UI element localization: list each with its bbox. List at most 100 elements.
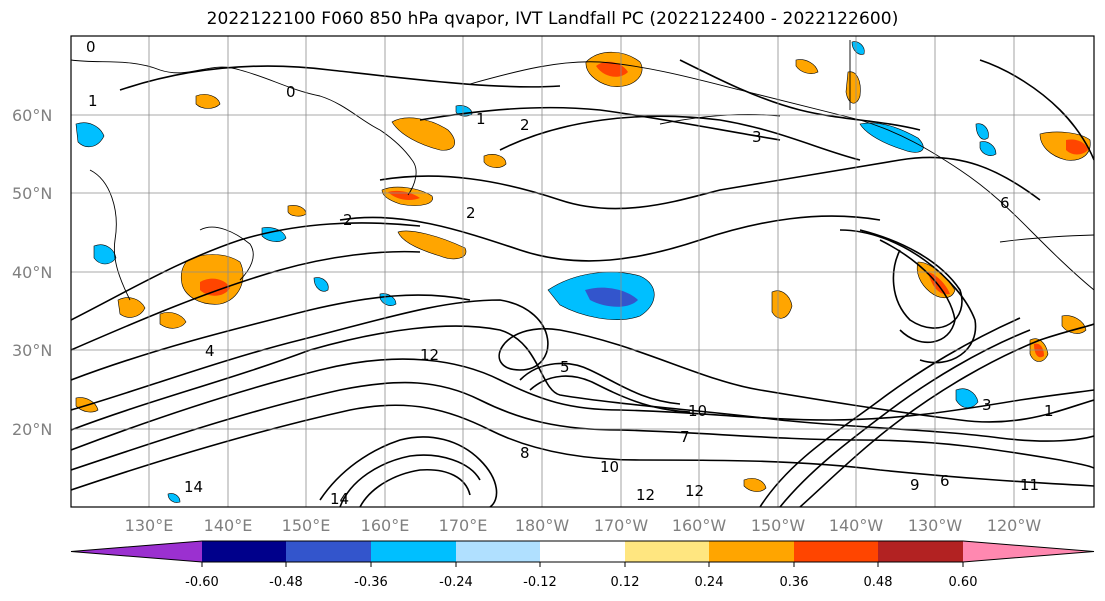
positive-anomaly-shade bbox=[397, 230, 467, 260]
lon-label-150e: 150°E bbox=[282, 516, 331, 535]
coastline-segment bbox=[199, 226, 254, 281]
colorbar-label: 0.48 bbox=[864, 575, 893, 590]
lon-label-120w: 120°W bbox=[987, 516, 1042, 535]
colorbar-cell bbox=[456, 541, 540, 562]
colorbar-cell bbox=[202, 541, 286, 562]
lon-label-170w: 170°W bbox=[594, 516, 649, 535]
coastline-segment bbox=[89, 169, 131, 301]
lon-label-140e: 140°E bbox=[204, 516, 253, 535]
lon-label-180w: 180°W bbox=[515, 516, 570, 535]
negative-anomaly-shade bbox=[167, 493, 181, 503]
map-title: 2022122100 F060 850 hPa qvapor, IVT Land… bbox=[206, 9, 899, 29]
colorbar-extend-low bbox=[71, 541, 202, 562]
negative-anomaly-shade bbox=[93, 244, 117, 265]
coastline-segment bbox=[407, 159, 417, 196]
positive-anomaly-shade bbox=[596, 61, 628, 77]
contour-line bbox=[71, 299, 1094, 423]
contour-label: 3 bbox=[752, 128, 762, 146]
colorbar-cell bbox=[878, 541, 963, 562]
colorbar-label: -0.60 bbox=[185, 575, 219, 590]
contour-line bbox=[71, 294, 471, 381]
contour-line bbox=[339, 215, 881, 262]
contour-label: 4 bbox=[205, 342, 215, 360]
lon-label-170e: 170°E bbox=[439, 516, 488, 535]
contour-line bbox=[319, 436, 498, 507]
coastline-segment bbox=[469, 61, 1094, 291]
positive-anomaly-shade bbox=[1034, 343, 1044, 358]
contour-line bbox=[839, 229, 977, 364]
colorbar-extend-high bbox=[963, 541, 1094, 562]
colorbar: -0.60 -0.48 -0.36 -0.24 -0.12 0.12 0.24 … bbox=[70, 540, 1095, 590]
positive-anomaly-shade bbox=[928, 272, 950, 295]
contour-line bbox=[759, 317, 1021, 507]
positive-anomaly-shade bbox=[771, 290, 793, 319]
colorbar-cell bbox=[625, 541, 709, 562]
lon-label-160e: 160°E bbox=[361, 516, 410, 535]
lon-label-130w: 130°W bbox=[908, 516, 963, 535]
contour-label: 14 bbox=[184, 478, 203, 496]
positive-anomaly-shade bbox=[391, 117, 455, 151]
contour-line bbox=[71, 381, 1094, 471]
contour-label: 6 bbox=[940, 472, 950, 490]
contour-line bbox=[519, 362, 681, 405]
contour-label: 11 bbox=[1020, 476, 1039, 494]
positive-anomaly-shade bbox=[1061, 315, 1087, 334]
contour-label: 2 bbox=[520, 116, 530, 134]
lat-label-40n: 40°N bbox=[12, 263, 52, 282]
contour-label: 14 bbox=[330, 490, 349, 508]
contour-label: 1 bbox=[1044, 402, 1054, 420]
negative-anomaly-shade bbox=[859, 122, 924, 153]
contour-label: 12 bbox=[636, 486, 655, 504]
contour-label: 10 bbox=[600, 458, 619, 476]
contour-line bbox=[499, 115, 861, 161]
contour-line bbox=[119, 65, 561, 91]
lat-label-20n: 20°N bbox=[12, 420, 52, 439]
positive-anomaly-shade bbox=[159, 312, 187, 329]
border-segment bbox=[999, 234, 1094, 243]
contour-line bbox=[799, 323, 1094, 507]
colorbar-label: -0.24 bbox=[439, 575, 473, 590]
contour-label: 6 bbox=[1000, 194, 1010, 212]
contour-label: 2 bbox=[466, 204, 476, 222]
negative-anomaly-shade bbox=[585, 287, 638, 307]
colorbar-cells bbox=[70, 540, 1095, 563]
contour-label: 0 bbox=[286, 83, 296, 101]
contour-line bbox=[859, 229, 963, 329]
contour-line bbox=[339, 454, 481, 507]
colorbar-label: -0.48 bbox=[269, 575, 303, 590]
contour-layer bbox=[71, 59, 1094, 507]
lon-label-140w: 140°W bbox=[829, 516, 884, 535]
positive-anomaly-shade bbox=[795, 59, 819, 74]
negative-anomaly-shade bbox=[955, 388, 979, 409]
lat-label-30n: 30°N bbox=[12, 341, 52, 360]
contour-label: 5 bbox=[560, 358, 570, 376]
coastlines bbox=[71, 40, 1094, 301]
colorbar-ticks bbox=[201, 562, 964, 567]
contour-label: 2 bbox=[343, 211, 353, 229]
contour-label: 12 bbox=[420, 346, 439, 364]
contour-label: 9 bbox=[910, 476, 920, 494]
contour-line bbox=[419, 106, 781, 141]
longitude-labels: 130°E 140°E 150°E 160°E 170°E 180°W 170°… bbox=[125, 516, 1042, 535]
colorbar-label: -0.12 bbox=[523, 575, 557, 590]
contour-label: 1 bbox=[476, 110, 486, 128]
colorbar-cell bbox=[794, 541, 878, 562]
negative-anomaly-shade bbox=[313, 277, 329, 292]
contour-line bbox=[979, 59, 1094, 161]
contour-labels: 0 0 1 1 2 2 2 3 4 5 6 7 8 10 10 12 12 12… bbox=[86, 38, 1054, 508]
positive-anomaly-shade bbox=[743, 478, 767, 492]
contour-line bbox=[879, 239, 956, 344]
lat-label-60n: 60°N bbox=[12, 106, 52, 125]
gridlines bbox=[71, 36, 1094, 507]
contour-line bbox=[71, 358, 1094, 451]
colorbar-label: 0.24 bbox=[695, 575, 724, 590]
contour-line bbox=[529, 375, 691, 413]
contour-label: 0 bbox=[86, 38, 96, 56]
colorbar-label: -0.36 bbox=[354, 575, 388, 590]
positive-anomaly-shade bbox=[483, 154, 507, 168]
contour-label: 7 bbox=[680, 428, 690, 446]
lon-label-160w: 160°W bbox=[672, 516, 727, 535]
colorbar-cell bbox=[709, 541, 794, 562]
coastline-segment bbox=[71, 59, 413, 161]
negative-anomaly-shade bbox=[851, 41, 865, 55]
